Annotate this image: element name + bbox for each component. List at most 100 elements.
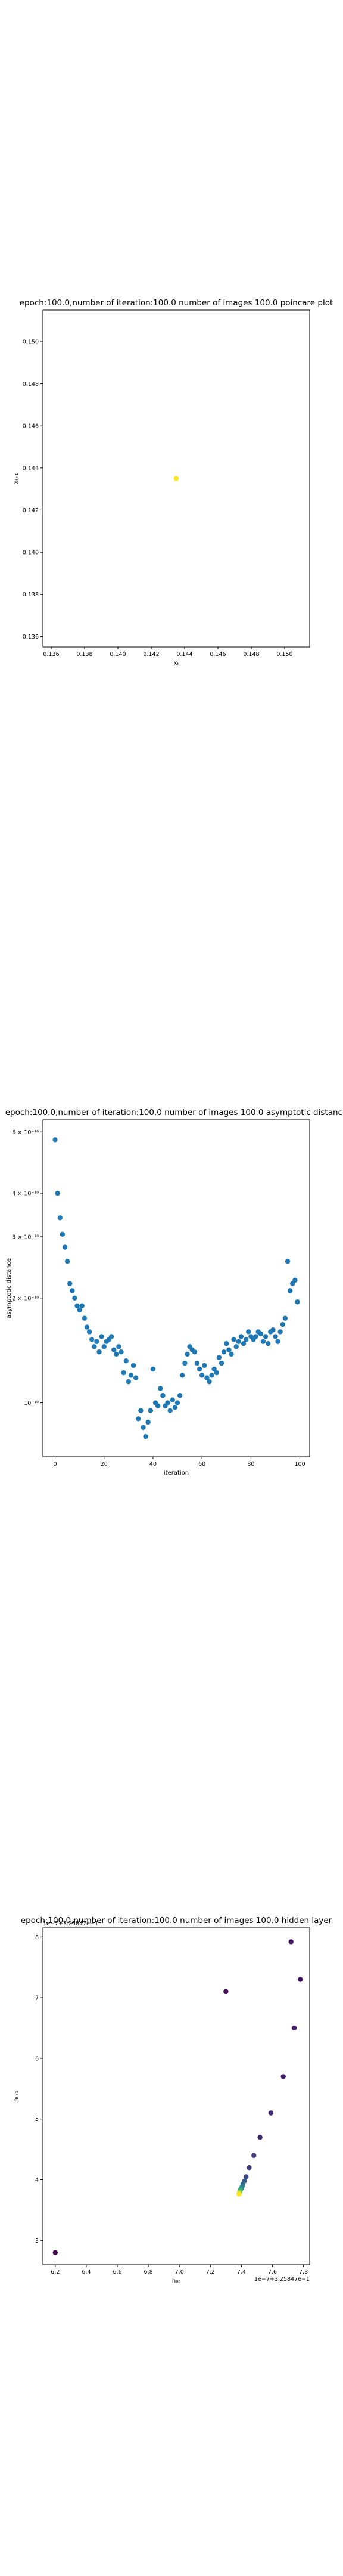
data-point (114, 1351, 119, 1357)
data-point (287, 1288, 293, 1293)
data-point (246, 1329, 251, 1335)
x-tick-label: 7.8 (299, 2269, 308, 2275)
x-axis-label: iteration (164, 1470, 189, 1476)
data-point (275, 1339, 280, 1344)
x-tick-label: 40 (149, 1461, 157, 1467)
data-point (119, 1349, 124, 1355)
data-point (92, 1344, 97, 1349)
data-point (128, 1373, 134, 1378)
y-tick-label: 6 (35, 2055, 39, 2062)
data-point (67, 1281, 73, 1286)
data-point (241, 1340, 247, 1346)
x-tick-label: 6.4 (82, 2269, 91, 2275)
y-axis-label: asymptotic distance (6, 1258, 13, 1318)
y-tick-label: 0.136 (23, 634, 39, 640)
data-point (285, 1259, 291, 1264)
x-tick-label: 0.136 (43, 651, 59, 658)
chart-title: epoch:100.0,number of iteration:100.0 nu… (21, 1916, 332, 1925)
data-point (177, 1393, 183, 1398)
data-point (130, 1363, 136, 1368)
x-tick-label: 0.148 (243, 651, 259, 658)
y-tick-label: 0.140 (23, 550, 39, 556)
y-tick-label: 10⁻¹⁰ (24, 1400, 39, 1407)
data-point (223, 1989, 229, 1995)
data-point (121, 1370, 126, 1376)
data-point (288, 1939, 294, 1945)
x-tick-label: 7.4 (237, 2269, 246, 2275)
y-tick-label: 0.150 (23, 339, 39, 345)
x-tick-label: 0.144 (176, 651, 192, 658)
data-point (219, 1360, 224, 1366)
x-tick-label: 7.6 (268, 2269, 277, 2275)
data-point (236, 1339, 242, 1344)
x-tick-label: 7.0 (175, 2269, 184, 2275)
data-point (57, 1215, 63, 1221)
y-tick-label: 4 × 10⁻¹⁰ (12, 1191, 39, 1197)
data-point (216, 1355, 222, 1360)
data-point (273, 1334, 278, 1339)
data-point (292, 1277, 298, 1283)
x-tick-label: 0.142 (143, 651, 159, 658)
y-tick-label: 0.142 (23, 507, 39, 514)
x-tick-label: 7.2 (206, 2269, 215, 2275)
data-point (158, 1386, 163, 1391)
data-point (138, 1408, 144, 1413)
y-tick-label: 0.144 (23, 465, 39, 472)
data-point (126, 1379, 132, 1385)
y-tick-label: 2 × 10⁻¹⁰ (12, 1295, 39, 1302)
y-tick-label: 0.138 (23, 592, 39, 598)
x-tick-label: 20 (101, 1461, 108, 1467)
y-tick-label: 0.148 (23, 381, 39, 388)
data-point (236, 2191, 242, 2197)
data-point (182, 1360, 188, 1366)
data-point (185, 1351, 190, 1357)
data-point (165, 1400, 170, 1405)
data-point (260, 1339, 266, 1344)
plot-area-frame (42, 1119, 310, 1457)
data-point (291, 2025, 297, 2031)
data-point (194, 1360, 200, 1366)
data-point (224, 1340, 229, 1346)
data-point (174, 1400, 180, 1405)
y-tick-label: 3 × 10⁻¹⁰ (12, 1234, 39, 1241)
data-point (231, 1337, 236, 1342)
data-point (243, 1337, 249, 1342)
data-point (204, 1375, 210, 1380)
data-point (199, 1373, 205, 1378)
chart-title: epoch:100.0,number of iteration:100.0 nu… (20, 298, 333, 308)
data-point (160, 1393, 166, 1398)
data-point (52, 1137, 58, 1143)
y-tick-label: 0.146 (23, 423, 39, 430)
data-point (148, 1408, 154, 1413)
data-point (101, 1344, 107, 1349)
data-point (282, 1315, 288, 1321)
x-tick-label: 0.150 (276, 651, 292, 658)
x-tick-label: 0.140 (110, 651, 126, 658)
x-axis-label: h₍ₜ₎ (172, 2278, 180, 2284)
data-point (280, 2074, 286, 2079)
data-point (265, 1340, 271, 1346)
x-tick-label: 6.8 (144, 2269, 153, 2275)
data-point (96, 1349, 102, 1355)
data-point (150, 1366, 156, 1372)
data-point (197, 1366, 202, 1372)
data-point (133, 1375, 139, 1380)
data-point (99, 1334, 104, 1339)
data-point (79, 1303, 85, 1309)
y-tick-label: 5 (35, 2116, 39, 2123)
data-point (155, 1403, 161, 1408)
data-point (77, 1307, 82, 1312)
data-point (108, 1334, 114, 1339)
data-point (244, 2174, 249, 2179)
data-point (192, 1349, 198, 1355)
data-point (173, 476, 179, 481)
y-tick-label: 4 (35, 2177, 39, 2184)
data-point (253, 1334, 258, 1339)
data-point (207, 1379, 212, 1385)
data-point (263, 1334, 269, 1339)
data-point (60, 1231, 66, 1237)
x-tick-label: 100 (294, 1461, 305, 1467)
data-point (82, 1315, 88, 1321)
x-offset-text: 1e−7+3.25847e−1 (254, 2276, 310, 2283)
data-point (247, 2165, 252, 2171)
